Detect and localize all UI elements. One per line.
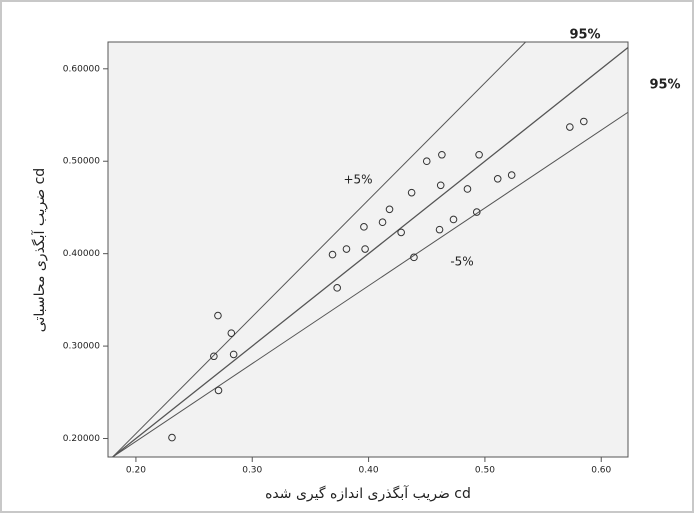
point: [407, 188, 416, 197]
x-axis-label: ضریب آبگذری اندازه گیری شده cd: [265, 485, 471, 502]
point: [463, 185, 472, 193]
point: [397, 228, 405, 237]
y-axis-label: ضریب آبگذری محاسباتی cd: [31, 168, 48, 332]
y-tick-label: 0.30000: [63, 342, 100, 352]
point: [214, 386, 223, 395]
point: [168, 433, 176, 442]
point: [493, 174, 502, 183]
line-label: -5%: [450, 255, 473, 269]
point: [333, 284, 341, 292]
point: [579, 117, 588, 126]
point: [328, 250, 337, 259]
x-tick-label: 0.60: [591, 466, 611, 476]
x-tick-label: 0.40: [359, 466, 379, 476]
point: [360, 223, 368, 231]
point: [507, 171, 516, 179]
point: [436, 181, 445, 190]
point: [438, 150, 446, 159]
point: [214, 311, 222, 320]
y-tick-label: 0.20000: [63, 434, 100, 444]
point: [385, 205, 394, 214]
point: [378, 218, 387, 227]
y-tick-label: 0.60000: [63, 64, 100, 74]
point: [410, 253, 418, 262]
point: [361, 245, 369, 253]
x-tick-label: 0.20: [126, 466, 146, 476]
point: [229, 350, 238, 359]
point: [210, 352, 218, 361]
line-label: +5%: [343, 173, 372, 187]
x-tick-label: 0.30: [242, 466, 262, 476]
reference-line: [112, 41, 526, 458]
point: [566, 123, 574, 131]
y-tick-label: 0.40000: [63, 249, 100, 259]
line-end-label: 95%: [649, 78, 680, 93]
point: [422, 157, 431, 166]
point: [475, 150, 483, 159]
line-end-label: 95%: [569, 28, 600, 43]
point: [472, 208, 481, 216]
reference-line: [112, 47, 629, 458]
point: [342, 245, 351, 253]
y-tick-label: 0.50000: [63, 157, 100, 167]
reference-line: [112, 111, 629, 458]
point: [449, 215, 458, 224]
point: [227, 329, 236, 337]
x-tick-label: 0.50: [475, 466, 495, 476]
point: [435, 225, 444, 234]
